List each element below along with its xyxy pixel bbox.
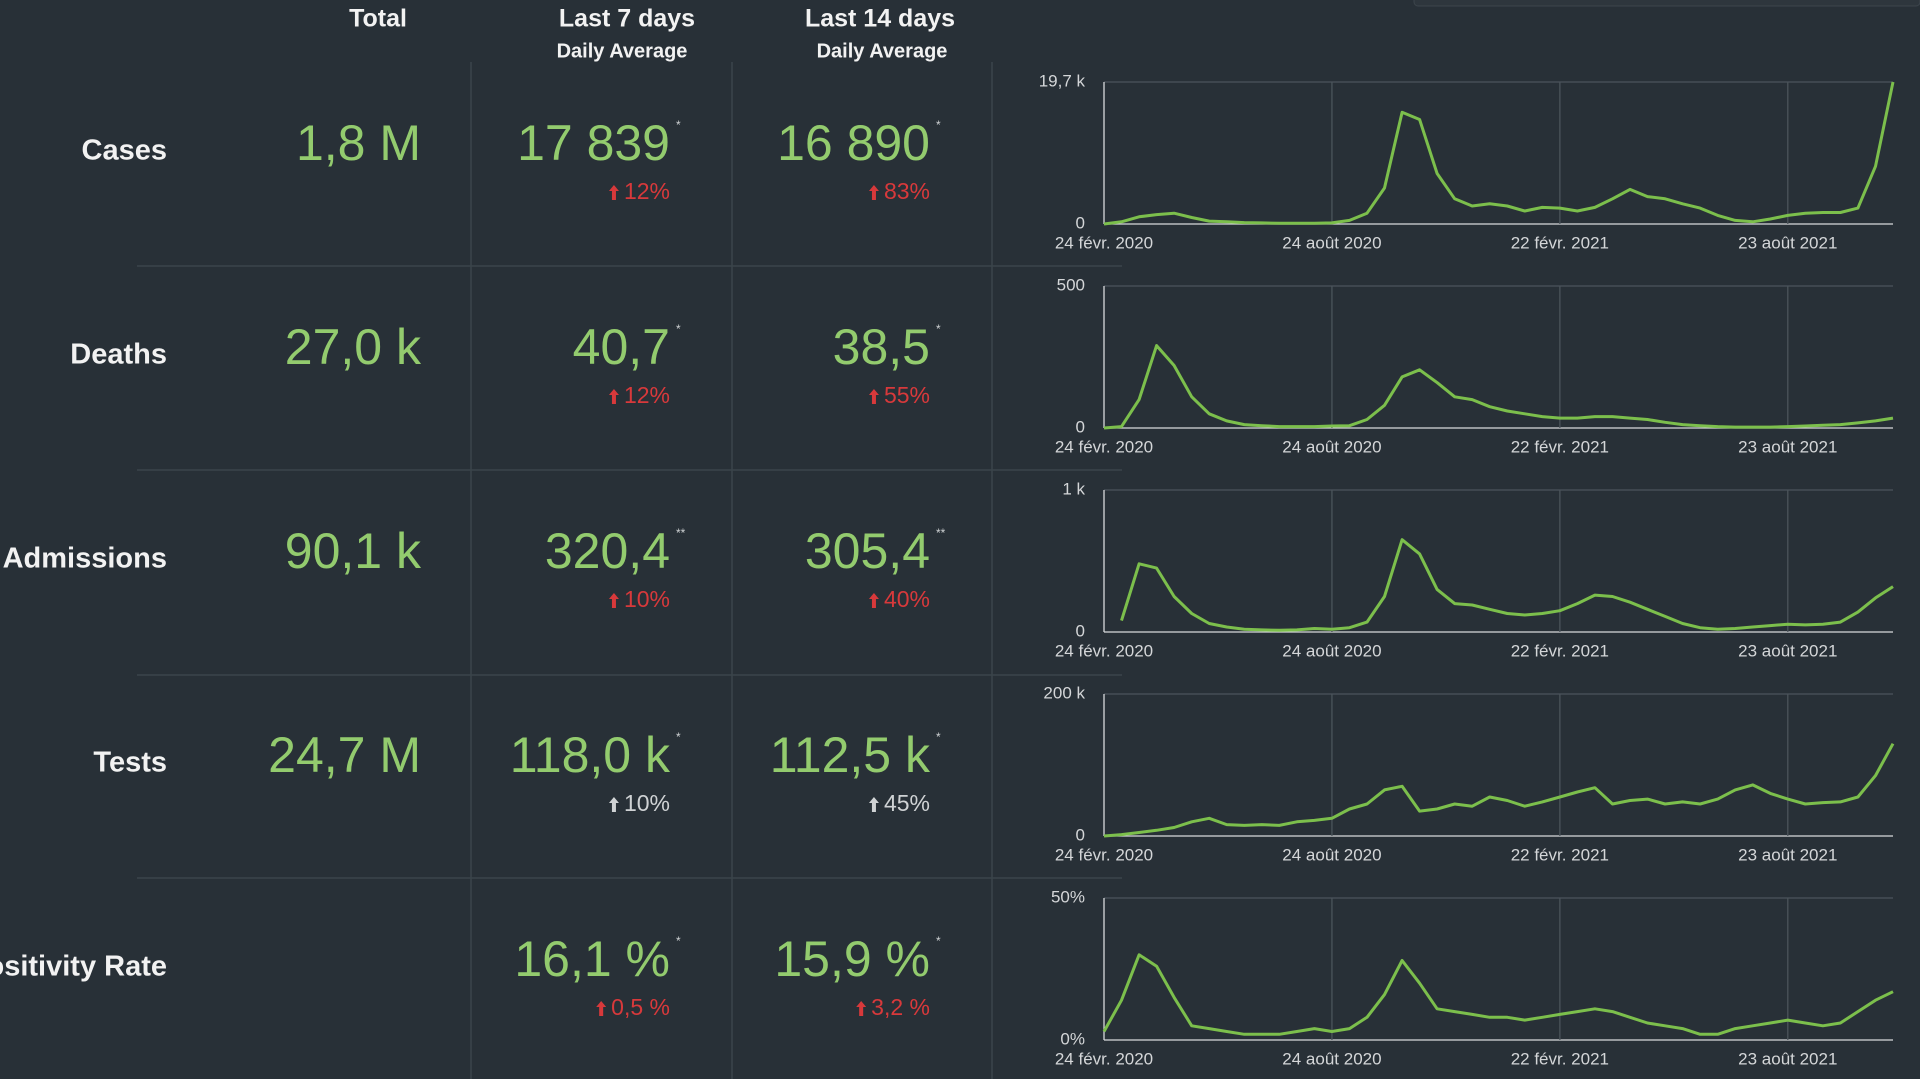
x-tick-label: 24 févr. 2020 [1055, 641, 1153, 660]
total-value: 1,8 M [296, 115, 421, 171]
row-label: Positivity Rate [0, 951, 167, 983]
header-title: Last 14 days [805, 5, 955, 33]
trend-line [1103, 81, 1895, 226]
x-tick-label: 22 févr. 2021 [1511, 233, 1609, 252]
change-value: 0,5 % [611, 994, 670, 1020]
x-tick-label: 22 févr. 2021 [1511, 845, 1609, 864]
x-tick-label: 23 août 2021 [1738, 845, 1837, 864]
x-tick-label: 24 août 2020 [1282, 845, 1381, 864]
trend-line [1102, 953, 1894, 1036]
x-tick-label: 23 août 2021 [1738, 641, 1837, 660]
row-label: Hospital Admissions [0, 543, 167, 575]
x-tick-label: 24 août 2020 [1282, 641, 1381, 660]
top-panel-edge [1413, 0, 1920, 7]
x-tick-label: 24 août 2020 [1282, 1049, 1381, 1068]
x-tick-label: 23 août 2021 [1738, 1049, 1837, 1068]
change-arrow [608, 389, 619, 404]
average-value: 16,1 % [514, 931, 670, 987]
average-value: 305,4 [805, 523, 930, 579]
average-value: 40,7 [573, 319, 670, 375]
change-arrow [608, 185, 619, 200]
footnote-mark: ** [676, 526, 686, 540]
average-value: 112,5 k [770, 727, 931, 783]
y-tick-label: 0 [1076, 825, 1085, 844]
change-arrow [868, 389, 879, 404]
average-value: 16 890 [777, 115, 930, 171]
table-rules [137, 62, 1122, 1079]
header-subtitle: Daily Average [557, 40, 688, 62]
average-value: 118,0 k [510, 727, 671, 783]
change-value: 10% [624, 586, 670, 612]
row-label: Tests [93, 747, 167, 779]
row-label: Cases [82, 135, 167, 167]
y-tick-label: 1 k [1062, 479, 1085, 498]
y-tick-label: 500 [1057, 275, 1085, 294]
average-value: 17 839 [517, 115, 670, 171]
x-tick-label: 22 févr. 2021 [1511, 1049, 1609, 1068]
change-arrow [868, 185, 879, 200]
change-arrow [608, 797, 619, 812]
footnote-mark: * [936, 118, 941, 132]
average-value: 320,4 [545, 523, 670, 579]
change-value: 10% [624, 790, 670, 816]
trend-line [1103, 344, 1894, 430]
change-arrow [868, 797, 879, 812]
total-value: 27,0 k [285, 319, 422, 375]
change-value: 45% [884, 790, 930, 816]
change-arrow [596, 1001, 607, 1016]
trend-line [1103, 742, 1895, 838]
header-total: Total [349, 5, 407, 33]
x-tick-label: 23 août 2021 [1738, 233, 1837, 252]
row-label: Deaths [70, 339, 167, 371]
x-tick-label: 24 août 2020 [1282, 437, 1381, 456]
y-tick-label: 50% [1051, 887, 1085, 906]
y-tick-label: 0% [1060, 1029, 1085, 1048]
change-value: 12% [624, 382, 670, 408]
change-value: 55% [884, 382, 930, 408]
change-arrow [868, 593, 879, 608]
footnote-mark: * [676, 934, 681, 948]
footnote-mark: * [676, 118, 681, 132]
footnote-mark: * [936, 322, 941, 336]
x-tick-label: 24 févr. 2020 [1055, 437, 1153, 456]
y-tick-label: 0 [1076, 213, 1085, 232]
change-value: 3,2 % [871, 994, 930, 1020]
footnote-mark: * [676, 730, 681, 744]
header-title: Last 7 days [559, 5, 695, 33]
x-tick-label: 24 févr. 2020 [1055, 1049, 1153, 1068]
change-arrow [608, 593, 619, 608]
y-tick-label: 0 [1076, 621, 1085, 640]
change-value: 12% [624, 178, 670, 204]
average-value: 38,5 [833, 319, 930, 375]
change-arrow [856, 1001, 867, 1016]
y-tick-label: 0 [1076, 417, 1085, 436]
x-tick-label: 22 févr. 2021 [1511, 641, 1609, 660]
x-tick-label: 24 févr. 2020 [1055, 233, 1153, 252]
change-value: 40% [884, 586, 930, 612]
trend-line [1120, 538, 1894, 632]
footnote-mark: * [676, 322, 681, 336]
header-subtitle: Daily Average [817, 40, 948, 62]
change-value: 83% [884, 178, 930, 204]
x-tick-label: 23 août 2021 [1738, 437, 1837, 456]
x-tick-label: 22 févr. 2021 [1511, 437, 1609, 456]
total-value: 90,1 k [285, 523, 422, 579]
footnote-mark: * [936, 934, 941, 948]
total-value: 24,7 M [268, 727, 421, 783]
average-value: 15,9 % [774, 931, 930, 987]
y-tick-label: 19,7 k [1039, 71, 1086, 90]
footnote-mark: ** [936, 526, 946, 540]
footnote-mark: * [936, 730, 941, 744]
x-tick-label: 24 août 2020 [1282, 233, 1381, 252]
y-tick-label: 200 k [1043, 683, 1085, 702]
x-tick-label: 24 févr. 2020 [1055, 845, 1153, 864]
